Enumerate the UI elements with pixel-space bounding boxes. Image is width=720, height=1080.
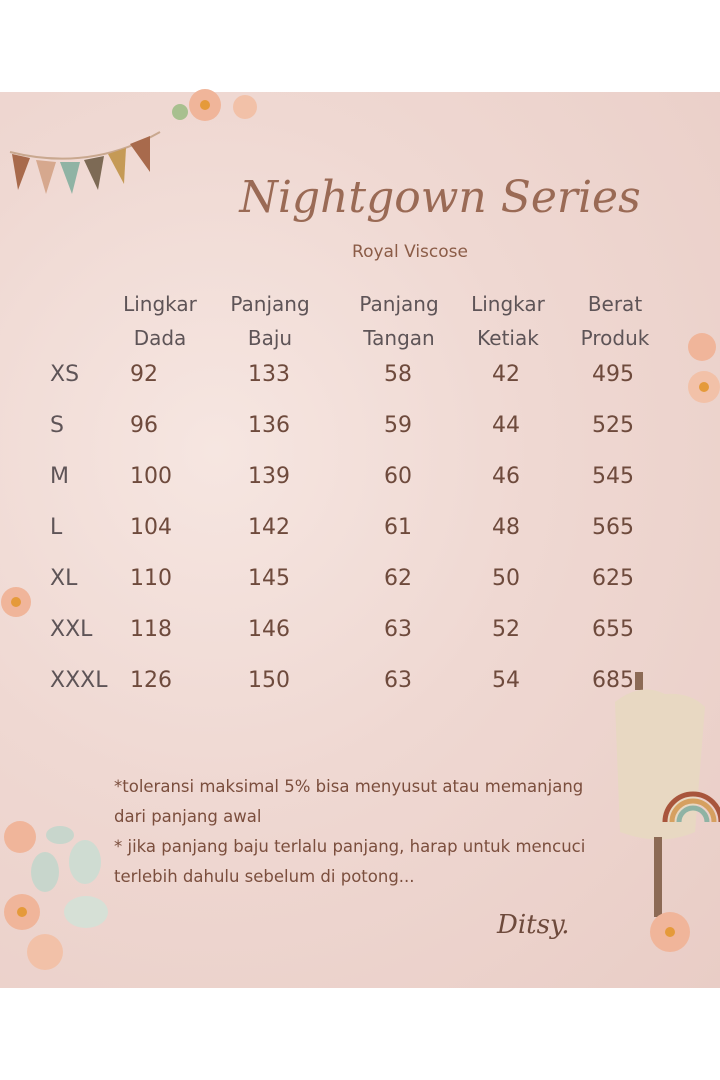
header-line: Panjang <box>359 292 439 316</box>
shells-flowers-decoration <box>4 821 108 970</box>
subtitle: Royal Viscose <box>352 242 468 262</box>
table-cell: 525 <box>592 413 634 438</box>
header-line: Dada <box>133 326 187 350</box>
table-cell: 136 <box>248 413 290 438</box>
table-cell: 142 <box>248 515 290 540</box>
table-cell: 150 <box>248 668 290 693</box>
header-line: Lingkar <box>471 292 545 316</box>
note-line: terlebih dahulu sebelum di potong... <box>114 867 415 886</box>
header-line: Panjang <box>230 292 310 316</box>
mannequin-decoration <box>615 672 720 952</box>
size-label: L <box>50 515 63 540</box>
table-cell: 61 <box>384 515 412 540</box>
table-cell: 126 <box>130 668 172 693</box>
table-cell: 58 <box>384 362 412 387</box>
table-cell: 685 <box>592 668 634 693</box>
flower-decoration-right <box>688 333 720 403</box>
header-panjang-baju: Panjang Baju <box>218 287 322 355</box>
header-lingkar-dada: Lingkar Dada <box>108 287 212 355</box>
table-cell: 100 <box>130 464 172 489</box>
table-cell: 59 <box>384 413 412 438</box>
table-row: XS 92 133 58 42 495 <box>0 362 720 402</box>
table-cell: 96 <box>130 413 158 438</box>
table-cell: 52 <box>492 617 520 642</box>
header-line: Produk <box>580 326 650 350</box>
table-row: XXL 118 146 63 52 655 <box>0 617 720 657</box>
table-cell: 48 <box>492 515 520 540</box>
table-cell: 62 <box>384 566 412 591</box>
size-label: XS <box>50 362 80 387</box>
table-cell: 44 <box>492 413 520 438</box>
header-line: Baju <box>247 326 293 350</box>
header-line: Lingkar <box>123 292 197 316</box>
size-label: XXL <box>50 617 93 642</box>
table-cell: 655 <box>592 617 634 642</box>
header-line: Berat <box>587 292 643 316</box>
table-cell: 133 <box>248 362 290 387</box>
table-cell: 46 <box>492 464 520 489</box>
flower-decoration-left <box>1 587 31 617</box>
header-panjang-tangan: Panjang Tangan <box>347 287 451 355</box>
brand-signature: Ditsy. <box>497 910 570 940</box>
size-label: XL <box>50 566 78 591</box>
table-cell: 104 <box>130 515 172 540</box>
table-cell: 145 <box>248 566 290 591</box>
table-cell: 565 <box>592 515 634 540</box>
table-cell: 92 <box>130 362 158 387</box>
page-title: Nightgown Series <box>239 172 641 223</box>
table-cell: 110 <box>130 566 172 591</box>
size-label: S <box>50 413 64 438</box>
flower-decoration-top <box>172 89 257 121</box>
header-berat-produk: Berat Produk <box>563 287 667 355</box>
size-chart-card: Nightgown Series Royal Viscose Lingkar Da… <box>0 89 720 988</box>
table-cell: 54 <box>492 668 520 693</box>
table-cell: 63 <box>384 668 412 693</box>
note-line: * jika panjang baju terlalu panjang, har… <box>114 837 586 856</box>
note-line: *toleransi maksimal 5% bisa menyusut ata… <box>114 777 584 796</box>
note-line: dari panjang awal <box>114 807 262 826</box>
size-label: XXXL <box>50 668 108 693</box>
header-line: Ketiak <box>477 326 539 350</box>
table-row: M 100 139 60 46 545 <box>0 464 720 504</box>
table-cell: 146 <box>248 617 290 642</box>
table-cell: 545 <box>592 464 634 489</box>
table-cell: 60 <box>384 464 412 489</box>
header-line: Tangan <box>363 326 435 350</box>
bunting-decoration <box>9 131 161 194</box>
table-row: XXXL 126 150 63 54 685 <box>0 668 720 708</box>
table-cell: 42 <box>492 362 520 387</box>
table-cell: 63 <box>384 617 412 642</box>
size-label: M <box>50 464 69 489</box>
table-row: XL 110 145 62 50 625 <box>0 566 720 606</box>
table-cell: 118 <box>130 617 172 642</box>
header-lingkar-ketiak: Lingkar Ketiak <box>456 287 560 355</box>
table-row: L 104 142 61 48 565 <box>0 515 720 555</box>
table-cell: 495 <box>592 362 634 387</box>
table-cell: 139 <box>248 464 290 489</box>
table-row: S 96 136 59 44 525 <box>0 413 720 453</box>
table-cell: 50 <box>492 566 520 591</box>
table-cell: 625 <box>592 566 634 591</box>
